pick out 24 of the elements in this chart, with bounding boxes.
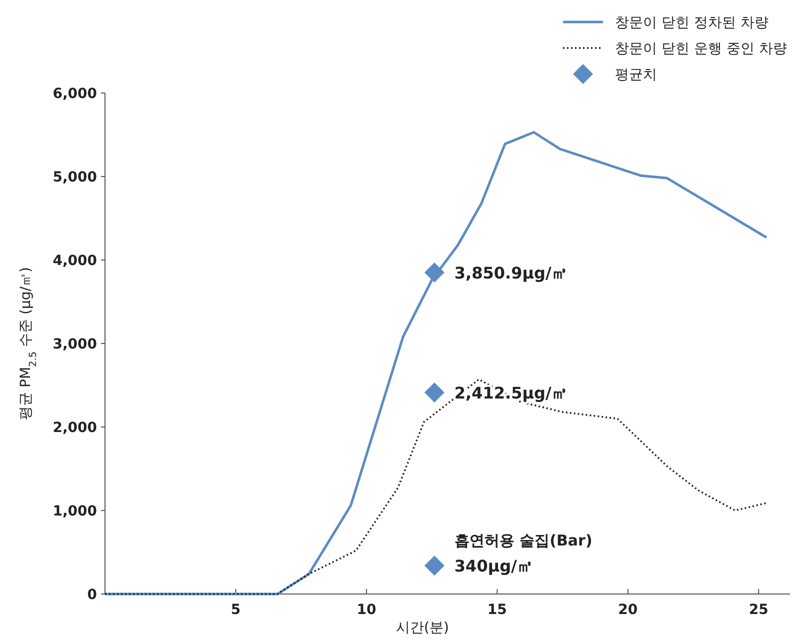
data-label: 340μg/㎥ xyxy=(454,556,533,576)
line-series xyxy=(104,378,768,595)
line-series xyxy=(104,130,768,596)
y-tick-label: 0 xyxy=(87,586,98,603)
annotation: 흡연허용 술집(Bar) xyxy=(454,532,592,550)
x-tick-label: 15 xyxy=(487,602,507,618)
x-tick-label: 10 xyxy=(356,602,376,618)
y-tick-label: 1,000 xyxy=(52,503,98,520)
x-tick-label: 20 xyxy=(618,602,638,618)
legend-label: 창문이 닫힌 운행 중인 차량 xyxy=(615,40,787,57)
x-tick-label: 5 xyxy=(230,602,241,618)
y-tick-label: 5,000 xyxy=(52,169,98,186)
y-tick-label: 4,000 xyxy=(52,252,98,269)
x-axis-title: 시간(분) xyxy=(396,620,449,636)
point xyxy=(424,382,444,403)
data-label: 3,850.9μg/㎥ xyxy=(454,263,568,282)
y-tick-label: 3,000 xyxy=(52,336,98,352)
x-tick-label: 25 xyxy=(748,602,768,618)
point xyxy=(424,262,444,282)
y-tick-label: 6,000 xyxy=(52,86,98,102)
legend-label: 평균치 xyxy=(615,66,657,83)
y-tick-label: 2,000 xyxy=(52,420,98,436)
legend-label: 창문이 닫힌 정차된 차량 xyxy=(615,14,768,31)
point xyxy=(424,556,444,576)
